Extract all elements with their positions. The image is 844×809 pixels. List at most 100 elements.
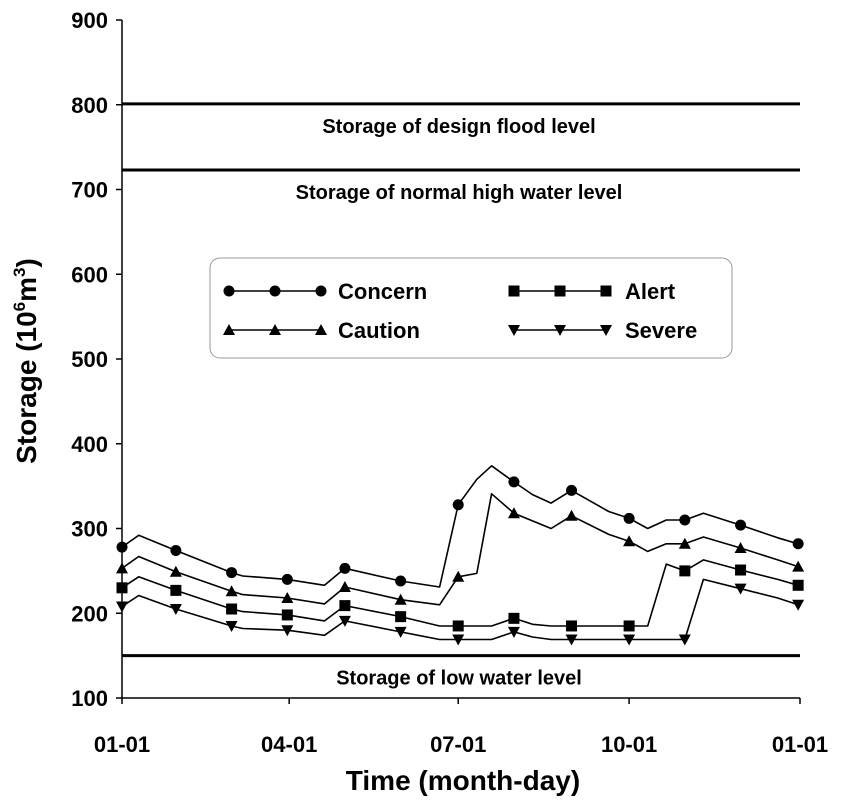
series-point-caution-12 (792, 560, 805, 572)
series-point-alert-4 (339, 600, 351, 612)
legend-marker-caution-1 (269, 324, 281, 335)
series-point-concern-3 (281, 573, 293, 585)
series-point-alert-5 (395, 611, 407, 623)
series-point-severe-10 (678, 634, 691, 646)
series-point-concern-2 (226, 567, 238, 579)
series-point-caution-4 (338, 580, 351, 592)
series-point-caution-2 (225, 585, 238, 597)
legend-marker-alert-2 (600, 285, 612, 297)
series-point-severe-1 (169, 604, 182, 616)
legend-label-concern: Concern (338, 279, 427, 304)
series-point-caution-8 (565, 509, 578, 521)
series-point-concern-8 (566, 484, 578, 496)
y-tick-label-300: 300 (71, 517, 108, 542)
series-point-caution-1 (169, 565, 182, 577)
series-point-alert-6 (452, 620, 464, 632)
series-point-caution-7 (507, 507, 520, 519)
legend-marker-caution-0 (223, 324, 235, 335)
legend-label-alert: Alert (625, 279, 676, 304)
legend-label-caution: Caution (338, 318, 420, 343)
series-caution (116, 492, 805, 606)
y-tick-label-700: 700 (71, 178, 108, 203)
series-point-concern-6 (452, 499, 464, 511)
y-axis-title-unit: m (11, 277, 42, 302)
series-point-concern-4 (339, 562, 351, 574)
y-axis-title: Storage (106m3) (10, 258, 42, 464)
legend-item-caution: Caution (223, 318, 420, 343)
y-tick-label-200: 200 (71, 601, 108, 626)
legend-marker-severe-1 (554, 325, 566, 336)
reference-lines: Storage of design flood level Storage of … (122, 102, 800, 690)
legend-marker-concern-0 (223, 285, 235, 297)
legend-item-alert: Alert (508, 279, 676, 304)
series-point-alert-8 (566, 620, 578, 632)
y-tick-label-400: 400 (71, 432, 108, 457)
series-point-severe-3 (281, 625, 294, 637)
x-tick-label-4: 01-01 (772, 732, 828, 757)
legend-marker-alert-1 (554, 285, 566, 297)
x-tick-label-3: 10-01 (601, 732, 657, 757)
series-point-concern-5 (395, 575, 407, 587)
series-point-alert-1 (170, 584, 182, 596)
series-point-severe-8 (565, 634, 578, 646)
y-axis-title-base: Storage (10 (11, 311, 42, 464)
y-tick-label-100: 100 (71, 686, 108, 711)
y-axis-title-exp: 6 (10, 302, 29, 311)
series-point-severe-2 (225, 620, 238, 632)
series-point-severe-11 (734, 583, 747, 595)
y-tick-label-500: 500 (71, 347, 108, 372)
reference-line-label-0: Storage of design flood level (322, 116, 595, 138)
series-point-alert-11 (735, 564, 747, 576)
series-point-caution-9 (623, 535, 636, 547)
series-point-concern-9 (623, 512, 635, 524)
series-point-concern-10 (679, 514, 691, 526)
legend: Concern Alert Caution Severe (223, 279, 697, 343)
reference-line-label-1: Storage of normal high water level (296, 182, 623, 204)
series-point-severe-6 (452, 634, 465, 646)
series-severe (116, 578, 805, 646)
series-point-alert-12 (792, 579, 804, 591)
legend-item-concern: Concern (223, 279, 427, 304)
series-point-concern-7 (508, 476, 520, 488)
x-tick-label-2: 07-01 (430, 732, 486, 757)
legend-marker-alert-0 (508, 285, 520, 297)
series-point-caution-11 (734, 541, 747, 553)
y-axis-title-exp2: 3 (10, 267, 29, 276)
legend-marker-concern-2 (315, 285, 327, 297)
series-point-severe-12 (792, 599, 805, 611)
legend-marker-severe-2 (600, 325, 612, 336)
y-tick-label-600: 600 (71, 262, 108, 287)
y-tick-label-900: 900 (71, 8, 108, 33)
x-axis-title: Time (month-day) (346, 765, 580, 796)
series-point-alert-2 (226, 603, 238, 615)
series-point-caution-5 (394, 593, 407, 605)
series-alert (116, 559, 804, 632)
legend-marker-caution-2 (315, 324, 327, 335)
x-tick-label-0: 01-01 (94, 732, 150, 757)
legend-box (209, 257, 733, 359)
y-axis-ticks: 100 200 300 400 500 600 700 800 900 (71, 8, 122, 711)
series-point-caution-3 (281, 591, 294, 603)
y-tick-label-800: 800 (71, 93, 108, 118)
series-point-severe-5 (394, 626, 407, 638)
series-point-concern-12 (792, 538, 804, 550)
series-point-severe-7 (507, 626, 520, 638)
series-point-alert-3 (281, 609, 293, 621)
series-point-caution-6 (452, 570, 465, 582)
x-axis-ticks: 01-01 04-01 07-01 10-01 01-01 (94, 698, 828, 757)
legend-marker-concern-1 (269, 285, 281, 297)
legend-label-severe: Severe (625, 318, 697, 343)
series-point-concern-11 (735, 519, 747, 531)
series-point-concern-1 (170, 545, 182, 557)
series-point-caution-10 (678, 537, 691, 549)
series-point-alert-10 (679, 565, 691, 577)
series-layer (116, 464, 805, 646)
y-axis-title-close: ) (11, 258, 42, 267)
legend-item-severe: Severe (508, 318, 697, 343)
reference-line-label-2: Storage of low water level (336, 668, 582, 690)
series-point-alert-7 (508, 612, 520, 624)
series-point-severe-4 (338, 615, 351, 627)
legend-marker-severe-0 (508, 325, 520, 336)
